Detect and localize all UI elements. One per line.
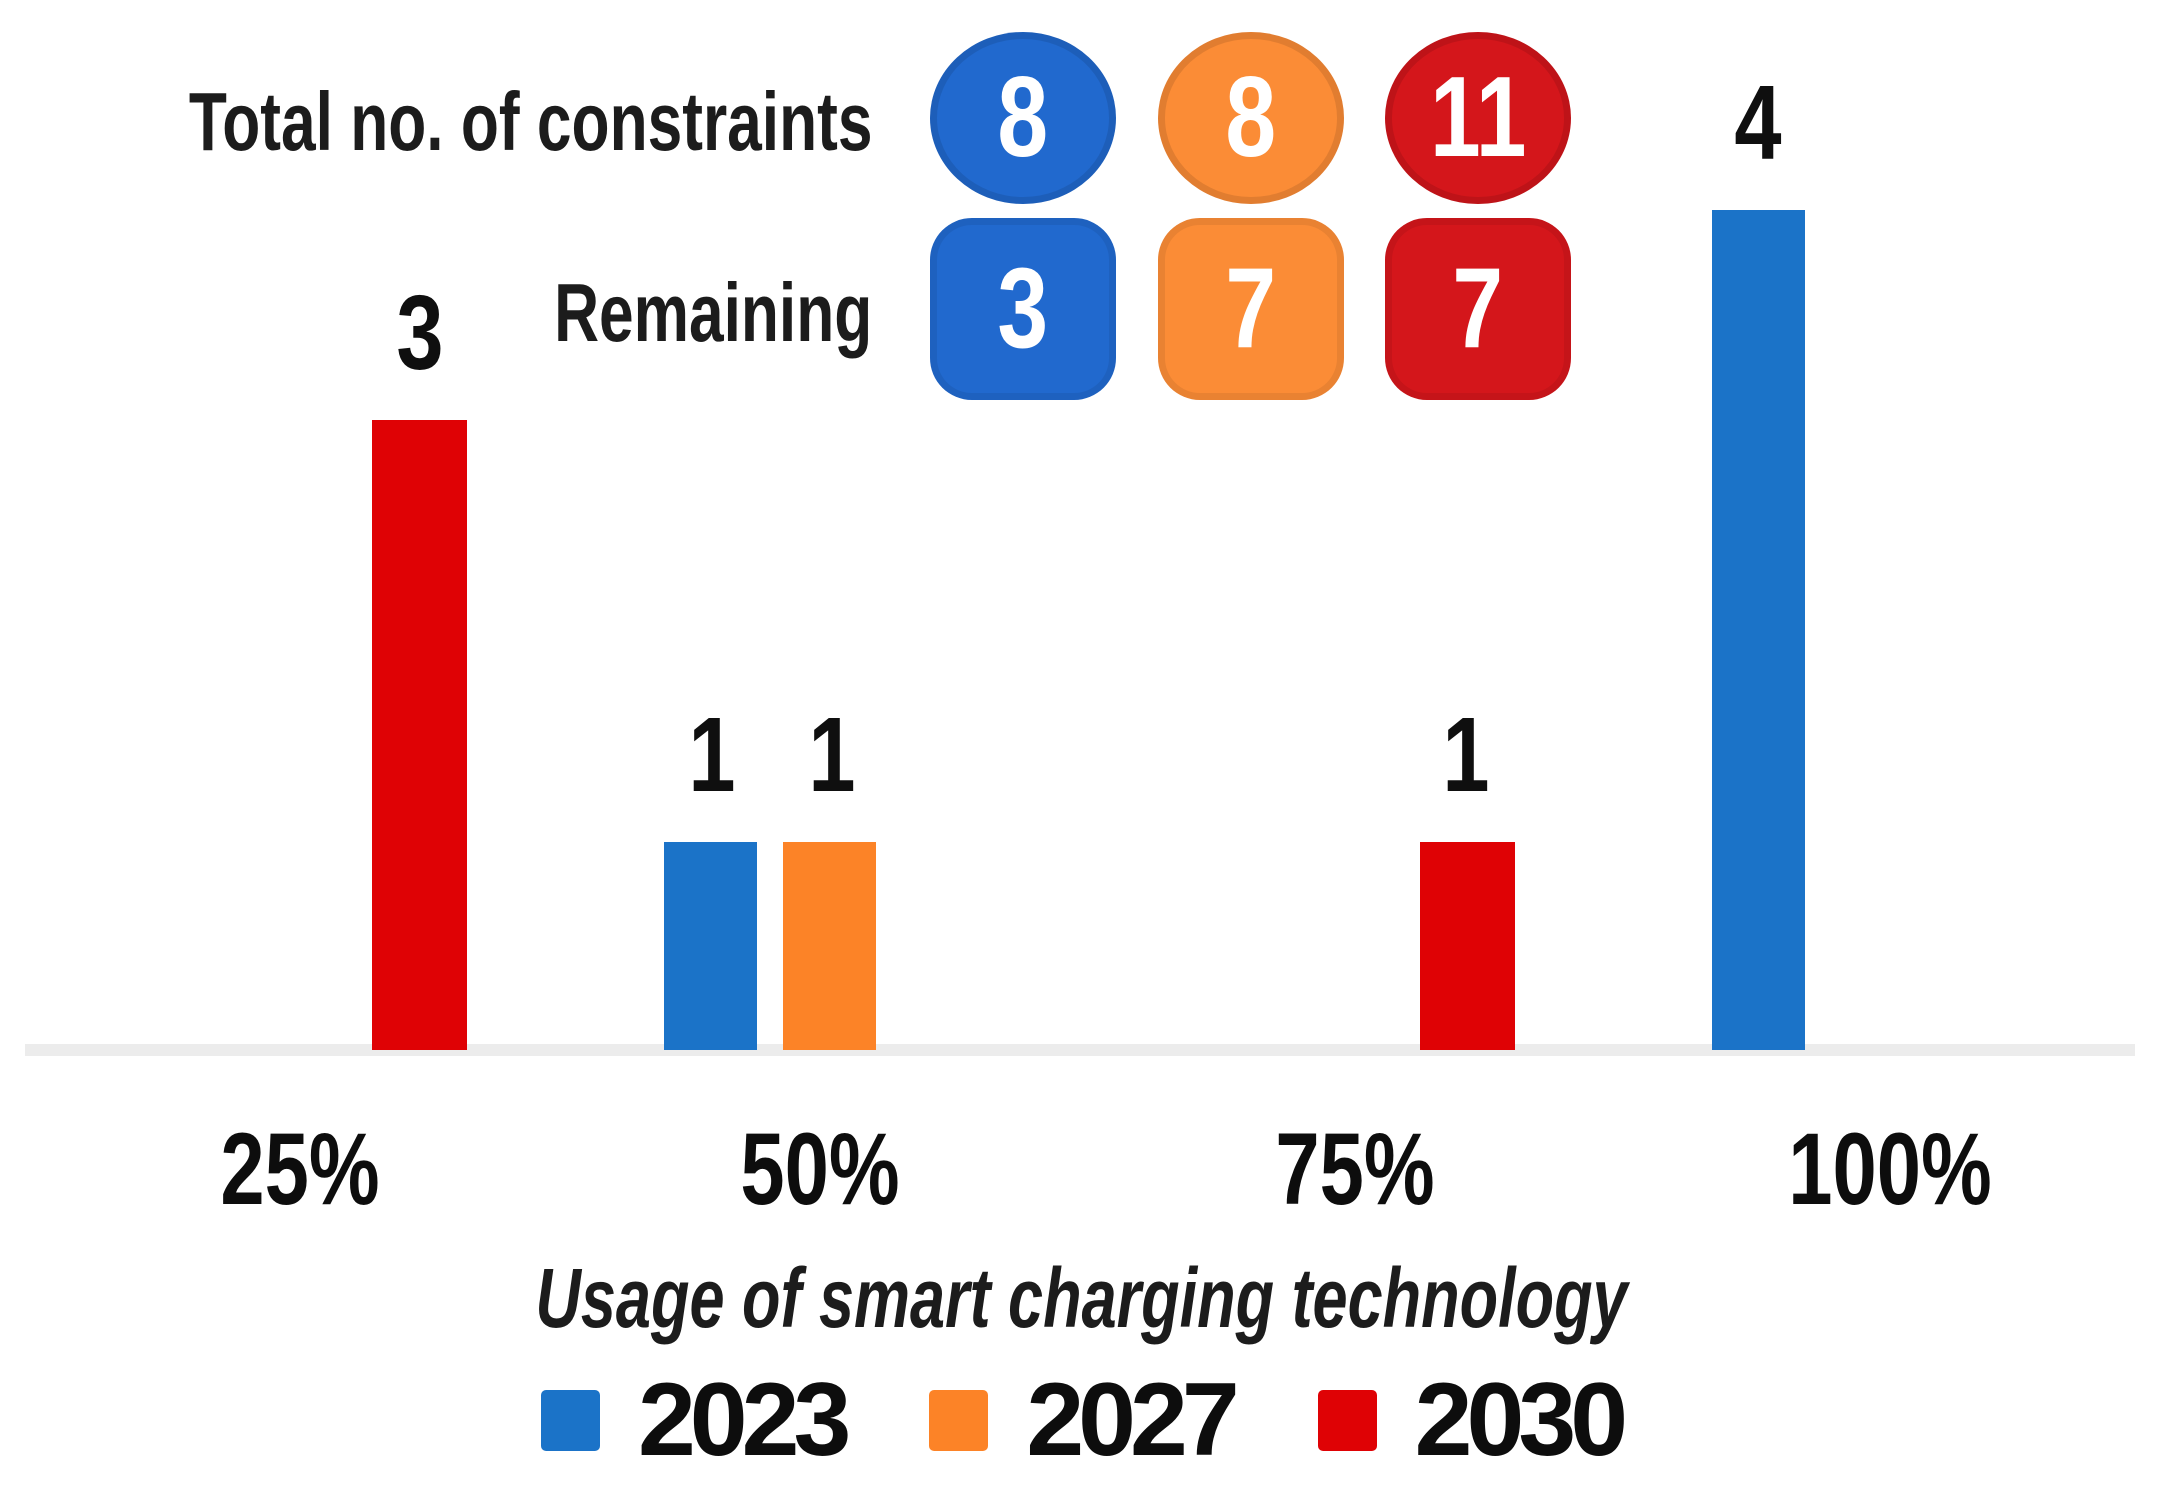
legend-swatch-2030 bbox=[1317, 1390, 1377, 1452]
x-tick-75pct: 75% bbox=[1275, 1112, 1435, 1226]
x-tick-25pct: 25% bbox=[220, 1112, 380, 1226]
badge-total-2027: 8 bbox=[1158, 32, 1344, 204]
legend-item-2023: 2023 bbox=[540, 1362, 851, 1478]
legend-swatch-2027 bbox=[929, 1390, 989, 1452]
badge-total-2023: 8 bbox=[930, 32, 1116, 204]
legend-item-2027: 2027 bbox=[929, 1362, 1240, 1478]
legend-item-2030: 2030 bbox=[1317, 1362, 1628, 1478]
legend-label-2023: 2023 bbox=[637, 1362, 851, 1478]
badge-total-2030: 11 bbox=[1385, 32, 1571, 204]
value-label-2027-at-50pct: 1 bbox=[808, 696, 856, 814]
x-axis-line bbox=[25, 1044, 2135, 1056]
legend-swatch-2023 bbox=[540, 1390, 600, 1452]
value-label-2023-at-100pct: 4 bbox=[1734, 64, 1782, 182]
value-label-2030-at-75pct: 1 bbox=[1442, 696, 1490, 814]
bar-2030-at-25pct bbox=[372, 420, 467, 1050]
x-axis-title: Usage of smart charging technology bbox=[535, 1251, 1628, 1345]
badge-remaining-2030-value: 7 bbox=[1452, 245, 1504, 372]
chart-legend: 2023 2027 2030 bbox=[0, 1362, 2163, 1478]
badge-remaining-2023-value: 3 bbox=[997, 245, 1049, 372]
value-label-2023-at-50pct: 1 bbox=[688, 696, 736, 814]
value-label-2030-at-25pct: 3 bbox=[396, 274, 444, 392]
badge-total-2023-value: 8 bbox=[997, 54, 1049, 181]
bar-2030-at-75pct bbox=[1420, 842, 1515, 1050]
badge-total-2027-value: 8 bbox=[1225, 54, 1277, 181]
bar-2023-at-50pct bbox=[664, 842, 757, 1050]
badge-remaining-2023: 3 bbox=[930, 218, 1116, 400]
badge-remaining-2030: 7 bbox=[1385, 218, 1571, 400]
badge-remaining-2027: 7 bbox=[1158, 218, 1344, 400]
remaining-label: Remaining bbox=[553, 266, 872, 359]
bar-2023-at-100pct bbox=[1712, 210, 1805, 1050]
legend-label-2030: 2030 bbox=[1414, 1362, 1628, 1478]
badge-remaining-2027-value: 7 bbox=[1225, 245, 1277, 372]
legend-label-2027: 2027 bbox=[1026, 1362, 1239, 1478]
bar-2027-at-50pct bbox=[783, 842, 876, 1050]
total-constraints-label: Total no. of constraints bbox=[188, 75, 872, 168]
badge-total-2030-value: 11 bbox=[1429, 54, 1527, 181]
x-tick-50pct: 50% bbox=[740, 1112, 900, 1226]
x-tick-100pct: 100% bbox=[1788, 1112, 1992, 1226]
